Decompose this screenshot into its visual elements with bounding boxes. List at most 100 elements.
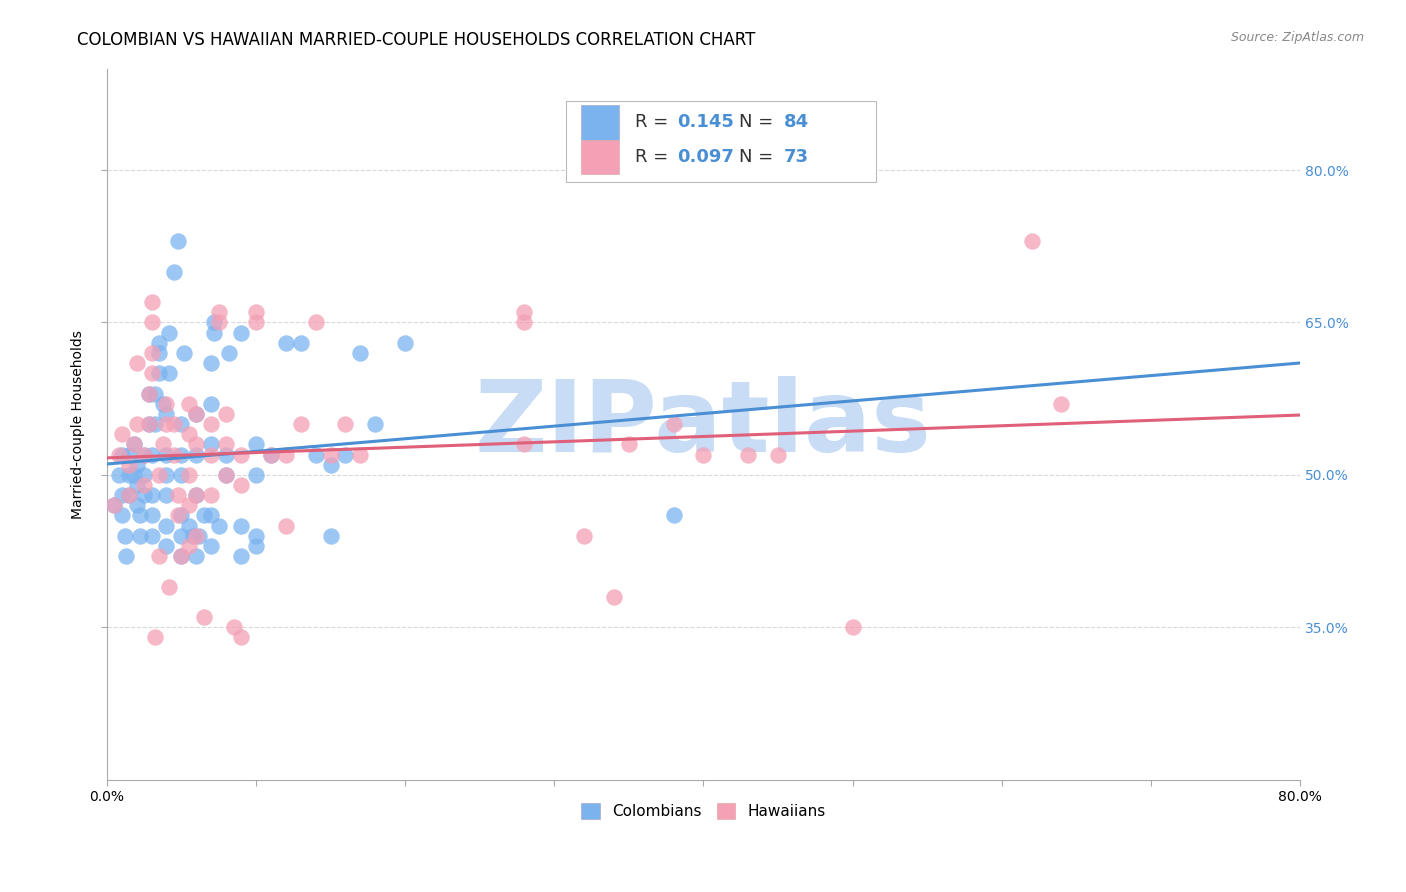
Point <box>335 448 357 462</box>
Point <box>245 305 267 319</box>
Text: 73: 73 <box>783 148 808 167</box>
Text: ZIPatlas: ZIPatlas <box>475 376 932 473</box>
Point <box>148 549 170 563</box>
Point <box>132 467 155 482</box>
Point <box>186 488 208 502</box>
Point <box>335 417 357 431</box>
Point <box>115 549 138 563</box>
Point <box>208 305 231 319</box>
Point <box>617 437 640 451</box>
Point <box>167 508 190 523</box>
Point <box>152 397 174 411</box>
Point <box>148 366 170 380</box>
Point <box>157 326 180 340</box>
Point <box>111 508 134 523</box>
Point <box>200 448 222 462</box>
Point <box>186 407 208 421</box>
Text: Source: ZipAtlas.com: Source: ZipAtlas.com <box>1230 31 1364 45</box>
Point <box>245 467 267 482</box>
Point <box>155 467 177 482</box>
Point <box>118 488 141 502</box>
Point <box>200 437 222 451</box>
Point <box>167 234 190 248</box>
Point <box>200 488 222 502</box>
FancyBboxPatch shape <box>581 105 619 140</box>
Point <box>229 549 252 563</box>
Point <box>349 448 371 462</box>
Point <box>177 397 200 411</box>
Point <box>111 427 134 442</box>
Point <box>186 437 208 451</box>
Point <box>208 518 231 533</box>
Point <box>1050 397 1073 411</box>
Point <box>148 335 170 350</box>
Point <box>155 488 177 502</box>
Point <box>148 346 170 360</box>
Point <box>572 529 595 543</box>
Point <box>603 590 626 604</box>
Point <box>177 467 200 482</box>
Point <box>319 448 342 462</box>
Point <box>122 467 145 482</box>
Point <box>155 397 177 411</box>
Point <box>141 448 163 462</box>
Point <box>118 467 141 482</box>
Text: R =: R = <box>636 148 675 167</box>
Text: COLOMBIAN VS HAWAIIAN MARRIED-COUPLE HOUSEHOLDS CORRELATION CHART: COLOMBIAN VS HAWAIIAN MARRIED-COUPLE HOU… <box>77 31 755 49</box>
Point <box>200 508 222 523</box>
Point <box>111 448 134 462</box>
Point <box>138 417 160 431</box>
Point <box>170 448 193 462</box>
Point <box>118 448 141 462</box>
Point <box>319 458 342 472</box>
Point <box>662 417 685 431</box>
Point <box>193 610 215 624</box>
Point <box>245 437 267 451</box>
Point <box>304 448 326 462</box>
Point <box>141 295 163 310</box>
Point <box>170 529 193 543</box>
Point <box>513 437 536 451</box>
Point <box>163 265 186 279</box>
Point <box>274 335 297 350</box>
Point <box>181 529 204 543</box>
Point <box>274 518 297 533</box>
Point <box>215 467 238 482</box>
Point <box>167 488 190 502</box>
Point <box>170 549 193 563</box>
Point <box>662 508 685 523</box>
Point <box>132 448 155 462</box>
Point <box>107 467 129 482</box>
Point <box>170 417 193 431</box>
Point <box>290 335 312 350</box>
Point <box>215 448 238 462</box>
Text: 84: 84 <box>783 113 808 131</box>
Text: N =: N = <box>740 148 779 167</box>
Point <box>260 448 283 462</box>
Point <box>513 316 536 330</box>
Point <box>245 529 267 543</box>
Point <box>107 448 129 462</box>
Point <box>215 407 238 421</box>
Point <box>229 326 252 340</box>
Point <box>200 397 222 411</box>
Point <box>841 620 863 634</box>
Point <box>200 539 222 553</box>
Point <box>274 448 297 462</box>
Point <box>245 316 267 330</box>
Point <box>157 366 180 380</box>
Legend: Colombians, Hawaiians: Colombians, Hawaiians <box>575 797 831 825</box>
Point <box>138 417 160 431</box>
Point <box>125 499 148 513</box>
Point <box>114 529 136 543</box>
Point <box>229 631 252 645</box>
Point <box>349 346 371 360</box>
Point <box>128 529 150 543</box>
Point <box>177 518 200 533</box>
Point <box>245 539 267 553</box>
Point <box>125 458 148 472</box>
Point <box>766 448 789 462</box>
Point <box>177 427 200 442</box>
Point <box>155 518 177 533</box>
Point <box>208 316 231 330</box>
